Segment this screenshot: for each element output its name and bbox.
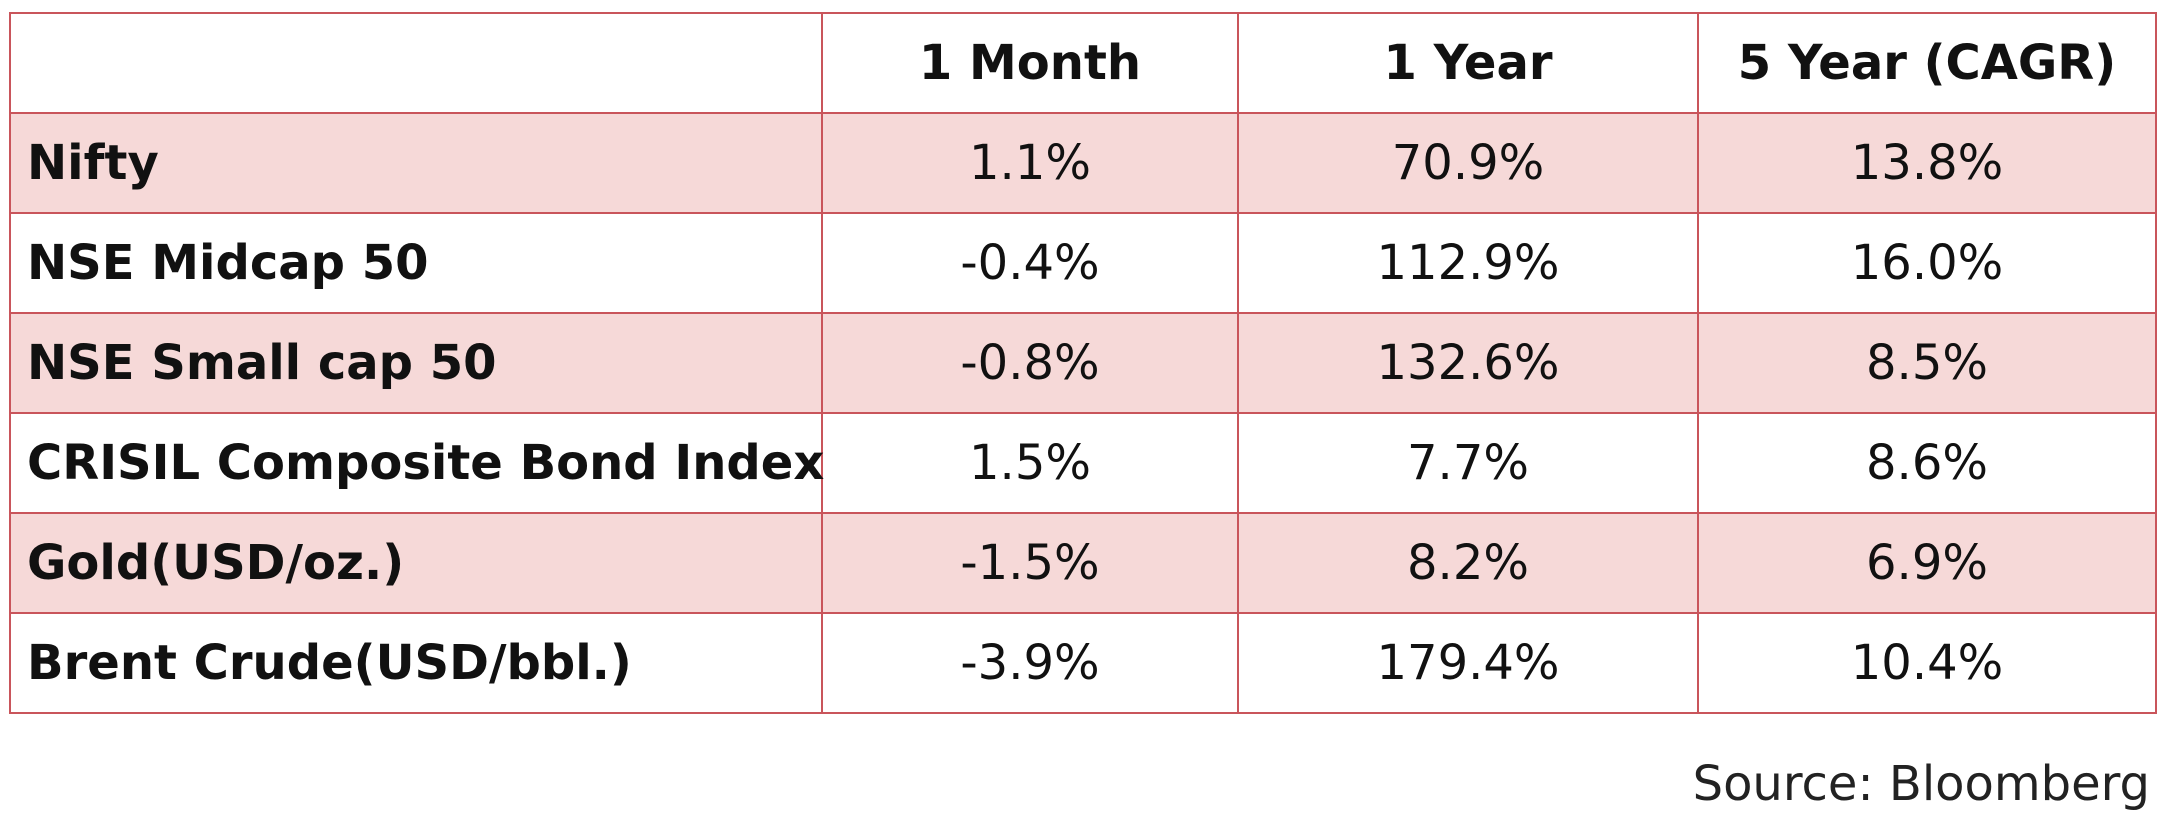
- table-row: Gold(USD/oz.) -1.5% 8.2% 6.9%: [9, 512, 2157, 614]
- cell-1-year: 112.9%: [1237, 212, 1699, 314]
- header-1-year: 1 Year: [1237, 12, 1699, 114]
- table-row: Nifty 1.1% 70.9% 13.8%: [9, 112, 2157, 214]
- cell-5-year: 6.9%: [1697, 512, 2157, 614]
- header-1-month: 1 Month: [821, 12, 1239, 114]
- cell-5-year: 10.4%: [1697, 612, 2157, 714]
- cell-1-month: -0.8%: [821, 312, 1239, 414]
- row-label: Gold(USD/oz.): [9, 512, 823, 614]
- cell-5-year: 8.6%: [1697, 412, 2157, 514]
- cell-1-year: 70.9%: [1237, 112, 1699, 214]
- cell-1-year: 132.6%: [1237, 312, 1699, 414]
- row-label: Brent Crude(USD/bbl.): [9, 612, 823, 714]
- source-note: Source: Bloomberg: [1692, 756, 2150, 812]
- cell-1-month: -3.9%: [821, 612, 1239, 714]
- cell-1-year: 7.7%: [1237, 412, 1699, 514]
- row-label: Nifty: [9, 112, 823, 214]
- cell-1-month: -0.4%: [821, 212, 1239, 314]
- returns-table: 1 Month 1 Year 5 Year (CAGR) Nifty 1.1% …: [9, 12, 2157, 714]
- row-label: NSE Midcap 50: [9, 212, 823, 314]
- cell-5-year: 16.0%: [1697, 212, 2157, 314]
- table-row: NSE Small cap 50 -0.8% 132.6% 8.5%: [9, 312, 2157, 414]
- cell-1-year: 179.4%: [1237, 612, 1699, 714]
- cell-1-month: -1.5%: [821, 512, 1239, 614]
- table-row: Brent Crude(USD/bbl.) -3.9% 179.4% 10.4%: [9, 612, 2157, 714]
- cell-5-year: 13.8%: [1697, 112, 2157, 214]
- cell-1-year: 8.2%: [1237, 512, 1699, 614]
- table-row: NSE Midcap 50 -0.4% 112.9% 16.0%: [9, 212, 2157, 314]
- row-label: CRISIL Composite Bond Index: [9, 412, 824, 514]
- header-row: 1 Month 1 Year 5 Year (CAGR): [9, 12, 2157, 114]
- header-5-year-cagr: 5 Year (CAGR): [1697, 12, 2157, 114]
- row-label: NSE Small cap 50: [9, 312, 823, 414]
- table-row: CRISIL Composite Bond Index 1.5% 7.7% 8.…: [9, 412, 2157, 514]
- header-empty: [9, 12, 823, 114]
- cell-1-month: 1.1%: [821, 112, 1239, 214]
- cell-1-month: 1.5%: [821, 412, 1239, 514]
- cell-5-year: 8.5%: [1697, 312, 2157, 414]
